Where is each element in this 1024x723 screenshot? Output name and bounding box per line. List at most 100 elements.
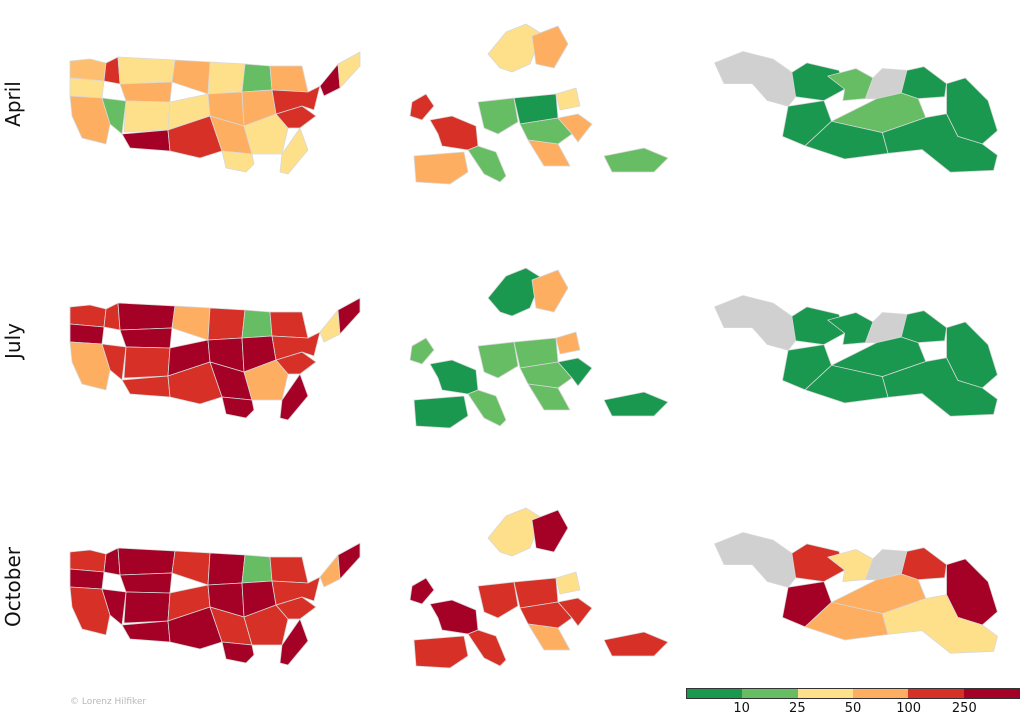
usa-region: [337, 542, 361, 580]
usa-region: [119, 81, 173, 103]
legend-tick-labels: 10 25 50 100 250: [686, 699, 1020, 719]
legend-swatch: [742, 689, 798, 698]
europe-region: [477, 341, 519, 379]
usa-region: [123, 591, 171, 624]
europe-region: [467, 145, 507, 183]
usa-region: [243, 359, 289, 401]
usa-region: [69, 549, 107, 573]
usa-region: [117, 547, 176, 576]
usa-region: [279, 373, 309, 421]
georgia-region: [882, 357, 998, 417]
georgia-region: [900, 66, 947, 100]
legend-swatch: [797, 689, 853, 698]
usa-region: [117, 56, 176, 85]
georgia-region: [882, 594, 998, 654]
usa-region: [337, 297, 361, 335]
color-legend: 10 25 50 100 250: [686, 688, 1020, 719]
legend-tick-label: 10: [733, 701, 750, 716]
europe-region: [603, 147, 669, 173]
usa-region: [279, 618, 309, 666]
europe-region: [467, 389, 507, 427]
usa-region: [121, 129, 171, 152]
usa-region: [271, 331, 321, 361]
georgia-map-october: [692, 525, 1020, 657]
europe-map-svg: [409, 23, 669, 185]
georgia-map-svg: [714, 532, 998, 654]
georgia-region: [714, 295, 797, 351]
europe-region: [531, 509, 569, 553]
europe-region: [409, 93, 435, 121]
usa-region: [117, 302, 176, 331]
georgia-region: [900, 547, 947, 581]
europe-map-october: [408, 507, 674, 669]
usa-region: [69, 323, 105, 345]
usa-region: [221, 150, 255, 173]
usa-region: [319, 554, 341, 588]
usa-region: [269, 556, 309, 584]
legend-tick-label: 100: [896, 701, 922, 716]
europe-region: [555, 571, 581, 595]
georgia-map-svg: [714, 295, 998, 417]
usa-region: [319, 309, 341, 343]
usa-region: [171, 59, 211, 95]
europe-region: [519, 361, 573, 389]
usa-region: [319, 63, 341, 97]
usa-region: [241, 554, 273, 584]
europe-region: [477, 97, 519, 135]
credit-text: © Lorenz Hilfiker: [70, 697, 147, 707]
usa-region: [123, 100, 171, 133]
usa-map-svg: [69, 542, 361, 666]
usa-map-april: [69, 46, 361, 176]
usa-region: [269, 311, 309, 339]
usa-map-svg: [69, 51, 361, 175]
europe-map-svg: [409, 267, 669, 429]
usa-region: [207, 552, 246, 586]
europe-region: [603, 391, 669, 417]
usa-region: [103, 56, 121, 85]
legend-swatch: [908, 689, 964, 698]
europe-region: [409, 577, 435, 605]
europe-map-july: [408, 267, 674, 429]
europe-region: [557, 357, 593, 387]
europe-region: [527, 139, 571, 167]
georgia-region: [714, 532, 797, 588]
europe-region: [603, 631, 669, 657]
europe-region: [531, 25, 569, 69]
row-label-april: April: [1, 81, 25, 127]
europe-region: [519, 601, 573, 629]
georgia-map-svg: [714, 51, 998, 173]
usa-region: [271, 85, 321, 115]
europe-region: [429, 359, 479, 395]
usa-region: [337, 51, 361, 89]
usa-map-july: [69, 292, 361, 422]
usa-map-svg: [69, 297, 361, 421]
usa-region: [121, 620, 171, 643]
europe-region: [477, 581, 519, 619]
legend-swatch: [852, 689, 909, 698]
usa-region: [207, 307, 246, 341]
legend-swatch: [687, 689, 743, 698]
usa-region: [269, 65, 309, 93]
europe-region: [555, 331, 581, 355]
usa-region: [171, 550, 211, 586]
usa-region: [119, 327, 173, 349]
legend-colorbar: [686, 688, 1020, 699]
row-label-july: July: [1, 323, 25, 359]
usa-region: [103, 547, 121, 576]
usa-region: [69, 304, 107, 328]
legend-swatch: [963, 689, 1019, 698]
georgia-region: [714, 51, 797, 107]
europe-region: [527, 623, 571, 651]
usa-region: [69, 58, 107, 82]
usa-region: [121, 375, 171, 398]
usa-region: [167, 361, 223, 405]
georgia-map-july: [692, 288, 1020, 420]
usa-region: [171, 305, 211, 341]
usa-region: [69, 568, 105, 590]
europe-region: [557, 597, 593, 627]
europe-region: [555, 87, 581, 111]
europe-region: [519, 117, 573, 145]
georgia-region: [882, 113, 998, 173]
usa-region: [241, 63, 273, 93]
europe-region: [467, 629, 507, 667]
